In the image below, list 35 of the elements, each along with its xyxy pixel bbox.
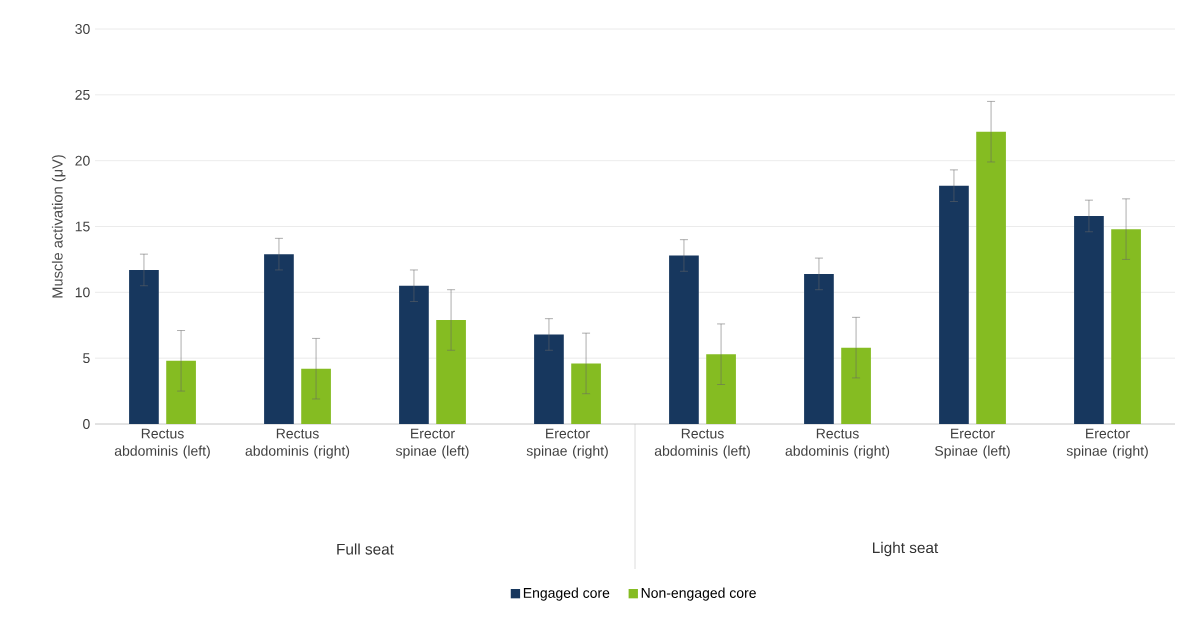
x-tick-label: Erector Spinae (left) xyxy=(935,428,1010,459)
bar xyxy=(1074,215,1104,424)
x-tick-label: Rectus abdominis (right) xyxy=(245,428,350,459)
bar xyxy=(264,254,294,424)
y-tick-label: 25 xyxy=(75,89,90,100)
text: Full seat xyxy=(337,543,394,555)
y-axis-title: Muscle activation (μV) xyxy=(51,155,66,298)
bar xyxy=(571,363,601,424)
bar xyxy=(534,334,564,424)
y-tick-label: 30 xyxy=(75,24,90,34)
bar xyxy=(804,273,834,424)
bar xyxy=(841,347,871,424)
text: Light seat xyxy=(873,541,939,557)
y-tick-label: 10 xyxy=(75,287,90,298)
x-tick-label: Rectus abdominis (left) xyxy=(654,428,750,459)
bar xyxy=(669,255,699,424)
y-tick-label: 15 xyxy=(75,221,90,232)
y-tick-label: 0 xyxy=(83,419,90,429)
legend-label: Engaged core xyxy=(523,587,610,601)
legend-label: Non-engaged core xyxy=(641,587,756,601)
x-tick-label: Erector spinae (right) xyxy=(526,428,608,459)
bar xyxy=(939,185,969,424)
x-tick-label: Erector spinae (right) xyxy=(1066,428,1148,459)
x-tick-label: Erector spinae (left) xyxy=(395,428,469,459)
x-tick-label: Rectus abdominis (left) xyxy=(114,428,210,459)
y-tick-label: 5 xyxy=(83,353,90,364)
bar xyxy=(166,360,196,424)
bar xyxy=(399,285,429,424)
bar xyxy=(129,269,159,424)
bar xyxy=(706,354,736,424)
bar xyxy=(1111,229,1141,424)
bar xyxy=(976,131,1006,424)
x-tick-label: Rectus abdominis (right) xyxy=(785,428,890,459)
bar xyxy=(436,319,466,424)
y-tick-label: 20 xyxy=(75,155,90,166)
